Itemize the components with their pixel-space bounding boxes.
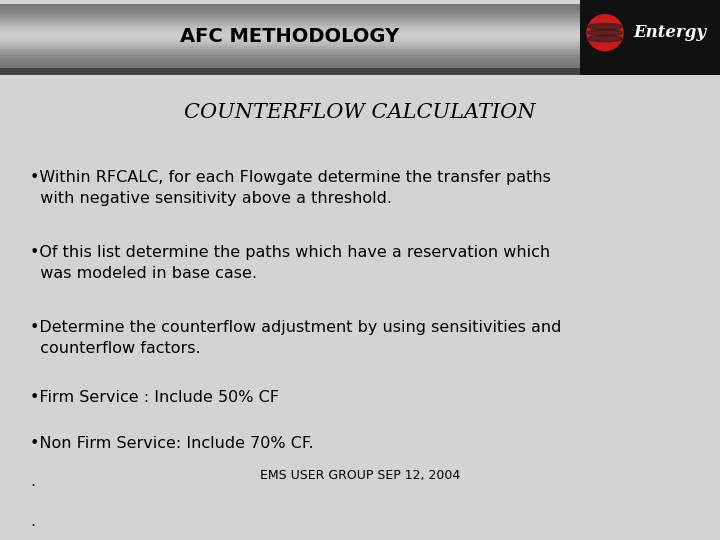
- Bar: [0, 18, 580, 20]
- Text: •Of this list determine the paths which have a reservation which
  was modeled i: •Of this list determine the paths which …: [30, 245, 550, 281]
- Bar: [0, 24, 580, 26]
- Bar: [0, 32, 580, 35]
- Circle shape: [587, 15, 623, 51]
- Bar: [0, 11, 580, 14]
- Ellipse shape: [588, 36, 622, 42]
- Bar: [0, 50, 580, 52]
- Bar: [0, 59, 580, 62]
- Bar: [0, 36, 580, 38]
- Ellipse shape: [588, 23, 622, 30]
- Bar: [0, 68, 720, 75]
- Bar: [0, 23, 580, 25]
- Bar: [0, 13, 580, 15]
- Bar: [0, 28, 580, 30]
- Bar: [0, 45, 580, 47]
- Bar: [0, 21, 580, 23]
- Bar: [0, 61, 580, 63]
- Bar: [0, 58, 580, 60]
- Text: .: .: [30, 474, 35, 489]
- Bar: [0, 64, 580, 66]
- Bar: [0, 31, 580, 33]
- Bar: [0, 16, 580, 18]
- Bar: [0, 34, 580, 36]
- Bar: [0, 48, 580, 50]
- Bar: [0, 53, 580, 55]
- Text: Entergy: Entergy: [633, 24, 706, 41]
- Bar: [0, 39, 580, 41]
- Text: COUNTERFLOW CALCULATION: COUNTERFLOW CALCULATION: [184, 104, 536, 123]
- Bar: [580, 0, 720, 75]
- Text: AFC METHODOLOGY: AFC METHODOLOGY: [181, 26, 400, 45]
- Bar: [0, 15, 580, 17]
- Text: •Determine the counterflow adjustment by using sensitivities and
  counterflow f: •Determine the counterflow adjustment by…: [30, 320, 562, 356]
- Bar: [0, 44, 580, 45]
- Text: EMS USER GROUP SEP 12, 2004: EMS USER GROUP SEP 12, 2004: [260, 469, 460, 482]
- Bar: [0, 5, 580, 7]
- Bar: [0, 3, 580, 5]
- Bar: [0, 56, 580, 58]
- Bar: [0, 6, 580, 9]
- Text: •Non Firm Service: Include 70% CF.: •Non Firm Service: Include 70% CF.: [30, 435, 314, 450]
- Bar: [0, 55, 580, 57]
- Bar: [0, 42, 580, 44]
- Bar: [0, 19, 580, 22]
- Bar: [0, 29, 580, 31]
- Bar: [0, 40, 580, 43]
- Bar: [0, 10, 580, 12]
- Ellipse shape: [588, 30, 622, 36]
- Bar: [0, 51, 580, 53]
- Bar: [0, 63, 580, 65]
- Bar: [0, 46, 580, 49]
- Bar: [0, 37, 580, 39]
- Text: •Within RFCALC, for each Flowgate determine the transfer paths
  with negative s: •Within RFCALC, for each Flowgate determ…: [30, 170, 551, 206]
- Bar: [0, 26, 580, 28]
- Bar: [0, 8, 580, 10]
- Text: •Firm Service : Include 50% CF: •Firm Service : Include 50% CF: [30, 390, 279, 406]
- Bar: [0, 66, 580, 68]
- Text: .: .: [30, 515, 35, 530]
